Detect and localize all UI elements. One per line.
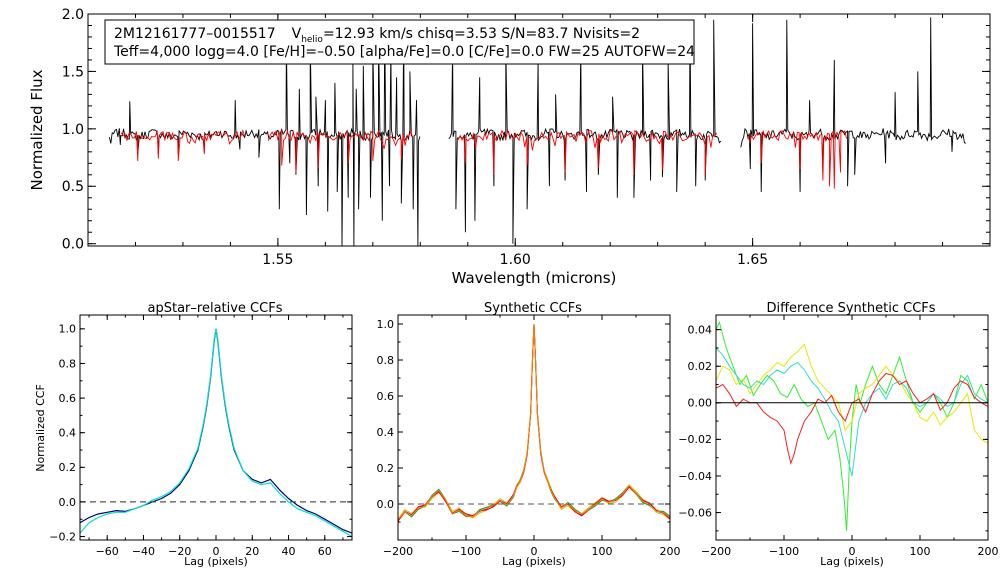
- spectrum-frame: [87, 13, 991, 247]
- x-tick-label: 0: [213, 545, 220, 558]
- annotation-box: [104, 19, 695, 65]
- apstar-ccf-panel: apStar–relative CCFs −60 −40 −20 0 20 40 60 −0.…: [34, 301, 353, 568]
- y-tick-label: 0.0: [377, 498, 395, 511]
- y-tick-label: −0.04: [678, 470, 712, 483]
- spectrum-panel: 1.55 1.60 1.65 0.0 0.5 1.0 1.5 2.0 2M12161777–0…: [28, 7, 991, 287]
- synthetic-ccf-line: [398, 323, 670, 522]
- synthetic-ccf-line: [398, 323, 670, 520]
- difference-axes: −200 −100 0 100 200 −0.06 −0.04 −0.02 0.00 0.02 0.…: [678, 315, 999, 558]
- spectrum-x-axis-label: Wavelength (microns): [452, 269, 617, 287]
- difference-ccf-line: [716, 320, 988, 531]
- y-tick-label: 0.2: [59, 461, 77, 474]
- plot-data: [80, 328, 352, 538]
- y-tick-label: 0.8: [59, 357, 77, 370]
- y-tick-label: 2.0: [62, 7, 84, 23]
- spectrum-data: [108, 17, 966, 246]
- synthetic-axes: −200 −100 0 100 200 0.0 0.2 0.4 0.6 0.8 1.0: [377, 315, 681, 558]
- annotation-line-2: Teff=4,000 logg=4.0 [Fe/H]=–0.50 [alpha/…: [113, 44, 695, 60]
- spectrum-plot-area: [108, 17, 966, 246]
- x-tick-label: −40: [132, 545, 155, 558]
- difference-plot-area: [716, 320, 988, 531]
- y-tick-label: 1.0: [377, 318, 395, 331]
- x-tick-label: 100: [592, 545, 613, 558]
- y-tick-label: 0.5: [62, 179, 84, 195]
- y-tick-label: 0.00: [688, 397, 713, 410]
- y-tick-label: 1.0: [62, 122, 84, 138]
- synthetic-x-axis-label: Lag (pixels): [502, 555, 566, 568]
- spectrum-axes: 1.55 1.60 1.65 0.0 0.5 1.0 1.5 2.0: [62, 7, 991, 268]
- apstar-axes: −60 −40 −20 0 20 40 60 −0.2 0.0 0.2 0.4 0.6 0.8 1.0: [49, 315, 352, 558]
- apstar-ccf-line: [80, 328, 352, 538]
- x-tick-label: 60: [318, 545, 332, 558]
- model-spectrum-line: [120, 129, 246, 162]
- y-tick-label: 1.0: [59, 323, 77, 336]
- x-tick-label: −20: [168, 545, 191, 558]
- model-spectrum-line: [747, 130, 848, 189]
- y-tick-label: 0.02: [688, 360, 713, 373]
- y-tick-label: −0.2: [49, 530, 76, 543]
- apstar-plot-area: [80, 328, 352, 538]
- difference-x-axis-label: Lag (pixels): [820, 555, 884, 568]
- difference-ccf-line: [716, 343, 988, 444]
- difference-ccf-title: Difference Synthetic CCFs: [766, 301, 935, 316]
- difference-ccf-panel: Difference Synthetic CCFs −200 −100 0 100 20…: [678, 301, 998, 568]
- apstar-y-axis-label: Normalized CCF: [34, 384, 47, 472]
- spectrum-y-axis-label: Normalized Flux: [28, 69, 46, 190]
- x-tick-label: 1.65: [737, 252, 768, 268]
- y-tick-label: 0.2: [377, 462, 395, 475]
- synthetic-ccf-panel: Synthetic CCFs −200 −100 0 100 200 0.0 0.2 0.4 0…: [377, 301, 681, 568]
- x-tick-label: 1.60: [500, 252, 531, 268]
- difference-ccf-line: [716, 372, 988, 465]
- x-tick-label: −100: [769, 545, 799, 558]
- x-tick-label: 200: [660, 545, 681, 558]
- y-tick-label: 0.6: [59, 392, 77, 405]
- x-tick-label: 0: [531, 545, 538, 558]
- x-tick-label: −200: [701, 545, 731, 558]
- x-tick-label: −200: [383, 545, 413, 558]
- y-tick-label: −0.06: [678, 506, 712, 519]
- y-tick-label: 0.0: [62, 237, 84, 253]
- apstar-frame: [79, 314, 353, 541]
- x-tick-label: −60: [96, 545, 119, 558]
- x-tick-label: 1.55: [262, 252, 293, 268]
- y-tick-label: 0.0: [59, 496, 77, 509]
- x-tick-label: 100: [910, 545, 931, 558]
- apstar-ccf-title: apStar–relative CCFs: [148, 301, 283, 316]
- x-tick-label: 0: [849, 545, 856, 558]
- synthetic-frame: [397, 314, 671, 541]
- x-tick-label: 20: [245, 545, 259, 558]
- y-tick-label: −0.02: [678, 433, 712, 446]
- synthetic-ccf-line: [398, 323, 670, 520]
- y-tick-label: 1.5: [62, 64, 84, 80]
- synthetic-plot-area: [398, 323, 670, 522]
- y-tick-label: 0.4: [377, 426, 395, 439]
- synthetic-ccf-title: Synthetic CCFs: [484, 301, 582, 316]
- plot-data: [398, 323, 670, 522]
- model-spectrum-line: [267, 129, 414, 173]
- x-tick-label: 200: [978, 545, 999, 558]
- apstar-x-axis-label: Lag (pixels): [184, 555, 248, 568]
- plot-data: [716, 320, 988, 531]
- difference-ccf-line: [716, 347, 988, 477]
- observed-spectrum-line: [740, 17, 966, 193]
- x-tick-label: −100: [451, 545, 481, 558]
- model-spectrum-line: [457, 129, 717, 175]
- y-tick-label: 0.6: [377, 390, 395, 403]
- y-tick-label: 0.8: [377, 354, 395, 367]
- annotation-line-1: 2M12161777–0015517 Vhelio=12.93 km/s chis…: [114, 26, 640, 45]
- x-tick-label: 40: [282, 545, 296, 558]
- y-tick-label: 0.4: [59, 427, 77, 440]
- y-tick-label: 0.04: [688, 323, 713, 336]
